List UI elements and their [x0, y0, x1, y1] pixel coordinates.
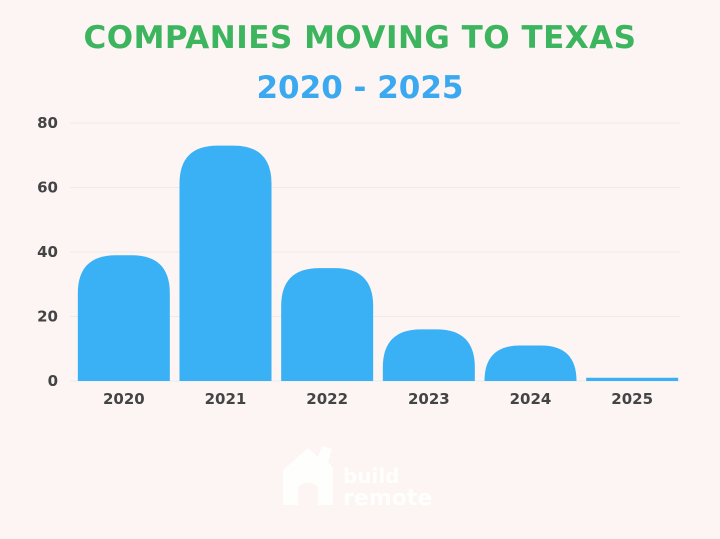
bar-2022: [281, 268, 374, 381]
y-axis: 0 20 40 60 80: [37, 114, 58, 390]
y-tick-label: 20: [37, 308, 58, 326]
x-tick-label: 2022: [306, 390, 348, 408]
house-logo-icon: [283, 446, 333, 505]
x-tick-label: 2021: [205, 390, 247, 408]
x-tick-label: 2024: [510, 390, 552, 408]
watermark-text-build: build: [343, 464, 400, 488]
bar-2021: [179, 145, 272, 381]
y-tick-label: 40: [37, 243, 58, 261]
bars: [77, 145, 679, 381]
y-tick-label: 80: [37, 114, 58, 132]
y-tick-label: 60: [37, 179, 58, 197]
x-tick-label: 2023: [408, 390, 450, 408]
x-tick-label: 2020: [103, 390, 145, 408]
bar-2020: [77, 255, 170, 381]
bar-2024: [484, 345, 577, 381]
chart-title: COMPANIES MOVING TO TEXAS: [83, 20, 637, 56]
bar-2023: [382, 329, 475, 381]
chart-subtitle: 2020 - 2025: [256, 70, 464, 106]
x-axis: 2020 2021 2022 2023 2024 2025: [103, 390, 653, 408]
y-tick-label: 0: [48, 372, 58, 390]
bar-2025: [586, 377, 679, 381]
watermark-logo: build remote: [283, 446, 432, 511]
gridlines: [70, 122, 680, 382]
watermark-text-remote: remote: [343, 486, 432, 511]
x-tick-label: 2025: [611, 390, 653, 408]
